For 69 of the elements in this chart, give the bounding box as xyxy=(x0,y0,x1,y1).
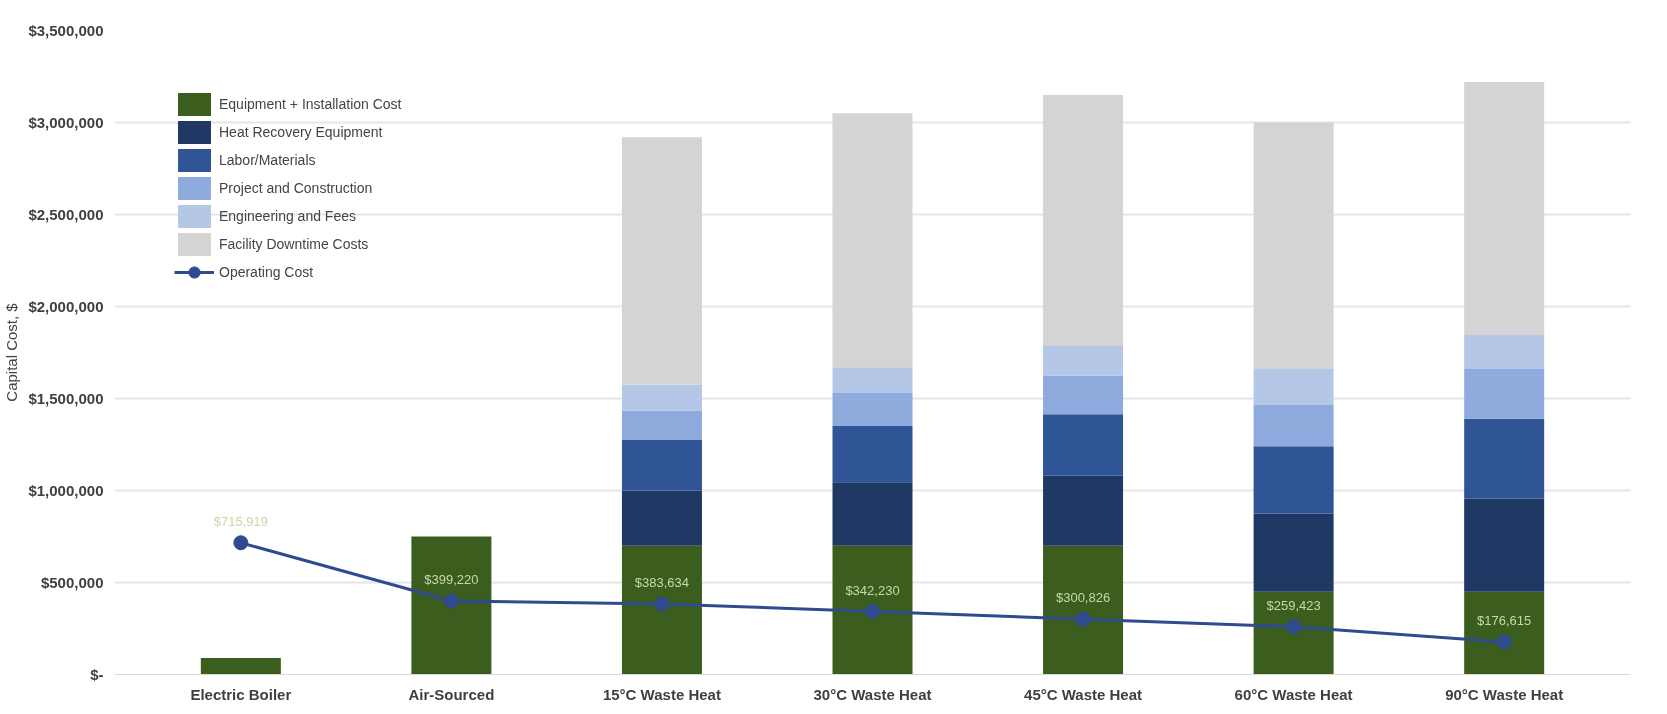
bar xyxy=(1043,414,1124,476)
bar xyxy=(1464,591,1545,675)
legend-label: Heat Recovery Equipment xyxy=(219,124,383,140)
bar xyxy=(1043,346,1124,376)
y-tick-label: $1,000,000 xyxy=(28,482,104,499)
data-label: $399,220 xyxy=(424,572,479,588)
legend-label: Project and Construction xyxy=(219,180,373,196)
bar xyxy=(1464,498,1545,592)
bar xyxy=(411,536,492,675)
point xyxy=(1075,611,1091,627)
x-tick-label: Air-Sourced xyxy=(408,685,495,703)
bar xyxy=(1253,513,1334,592)
legend-label: Engineering and Fees xyxy=(219,208,356,224)
point xyxy=(865,604,880,620)
bar xyxy=(1043,375,1124,415)
y-tick-label: $3,500,000 xyxy=(28,22,104,39)
bar xyxy=(621,439,702,491)
data-label: $300,826 xyxy=(1055,590,1111,606)
x-tick-label: 30°C Waste Heat xyxy=(813,685,932,703)
bar xyxy=(832,367,913,393)
data-label: $342,230 xyxy=(845,582,900,598)
y-tick-label: $- xyxy=(90,666,104,683)
y-tick-label: $3,000,000 xyxy=(28,114,104,131)
y-axis-title: Capital Cost, $ xyxy=(3,302,21,402)
bar xyxy=(1253,591,1334,675)
bar xyxy=(1464,418,1545,499)
bar xyxy=(832,392,913,427)
x-tick-label: 45°C Waste Heat xyxy=(1024,685,1143,703)
bar xyxy=(1253,122,1334,370)
bar xyxy=(832,545,913,675)
bar xyxy=(200,657,281,675)
point xyxy=(1496,634,1512,650)
bar xyxy=(1464,369,1545,419)
legend-label: Labor/Materials xyxy=(219,152,316,168)
x-tick-label: 60°C Waste Heat xyxy=(1234,685,1353,703)
x-tick-label: Electric Boiler xyxy=(190,685,292,703)
y-tick-label: $2,500,000 xyxy=(28,206,104,223)
point xyxy=(654,596,670,612)
point xyxy=(443,593,459,609)
bar xyxy=(832,426,913,483)
bar xyxy=(1253,369,1334,405)
legend-label: Operating Cost xyxy=(219,264,314,280)
x-tick-label: 15°C Waste Heat xyxy=(602,685,721,703)
bar xyxy=(621,410,702,440)
data-label: $715,919 xyxy=(213,513,268,529)
bar xyxy=(621,137,702,385)
data-label: $176,615 xyxy=(1477,613,1532,628)
data-label: $259,423 xyxy=(1266,597,1321,613)
point xyxy=(233,535,249,551)
bar xyxy=(1043,94,1124,347)
bar xyxy=(1043,545,1124,675)
y-tick-label: $1,500,000 xyxy=(28,390,104,407)
bar xyxy=(621,490,702,546)
bar xyxy=(832,482,913,546)
bar xyxy=(621,545,702,675)
bar xyxy=(1464,335,1545,370)
y-tick-label: $2,000,000 xyxy=(28,298,104,315)
bar xyxy=(1464,82,1545,336)
legend-label: Equipment + Installation Cost xyxy=(219,96,402,112)
bar xyxy=(1253,404,1334,447)
y-tick-label: $500,000 xyxy=(40,574,104,591)
bar xyxy=(621,384,702,411)
bar xyxy=(1043,475,1124,546)
bar xyxy=(1253,446,1334,514)
x-tick-label: 90°C Waste Heat xyxy=(1445,685,1564,703)
legend-label: Facility Downtime Costs xyxy=(219,236,369,252)
point xyxy=(1286,619,1302,635)
data-label: $383,634 xyxy=(634,574,690,590)
bar xyxy=(832,113,913,368)
